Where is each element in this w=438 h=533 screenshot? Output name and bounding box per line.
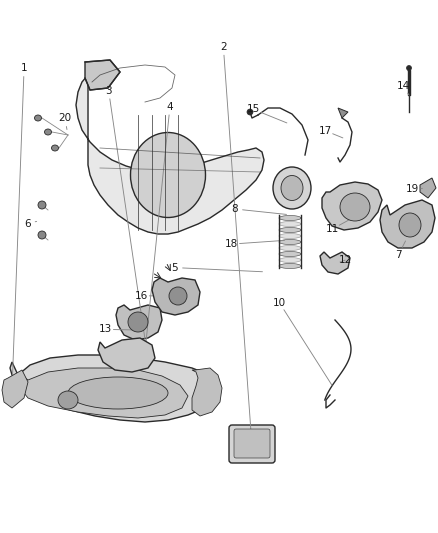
Ellipse shape [38, 231, 46, 239]
Ellipse shape [52, 145, 59, 151]
Polygon shape [192, 368, 222, 416]
Polygon shape [85, 60, 120, 90]
Text: 13: 13 [99, 325, 112, 334]
Ellipse shape [279, 228, 301, 232]
Polygon shape [116, 305, 162, 340]
Text: 3: 3 [105, 86, 112, 95]
Polygon shape [18, 368, 188, 418]
Ellipse shape [281, 175, 303, 200]
Text: 7: 7 [395, 250, 402, 260]
Text: 2: 2 [220, 42, 227, 52]
Polygon shape [98, 338, 155, 372]
Ellipse shape [169, 287, 187, 305]
Text: 10: 10 [273, 298, 286, 308]
Polygon shape [338, 108, 348, 118]
FancyBboxPatch shape [229, 425, 275, 463]
Ellipse shape [35, 115, 42, 121]
Ellipse shape [279, 257, 301, 262]
Text: 8: 8 [231, 204, 238, 214]
Polygon shape [76, 75, 264, 234]
Ellipse shape [68, 377, 168, 409]
Ellipse shape [45, 129, 52, 135]
Ellipse shape [399, 213, 421, 237]
Ellipse shape [279, 263, 301, 269]
Ellipse shape [406, 66, 411, 70]
Text: 5: 5 [171, 263, 178, 272]
Ellipse shape [128, 312, 148, 332]
Polygon shape [380, 200, 435, 248]
Text: 16: 16 [134, 291, 148, 301]
FancyBboxPatch shape [234, 429, 270, 458]
Text: 17: 17 [318, 126, 332, 135]
Text: 18: 18 [225, 239, 238, 249]
Text: 4: 4 [166, 102, 173, 111]
Ellipse shape [279, 252, 301, 256]
Text: 1: 1 [21, 63, 28, 73]
Polygon shape [320, 252, 350, 274]
Polygon shape [10, 355, 218, 422]
Ellipse shape [273, 167, 311, 209]
Polygon shape [322, 182, 382, 230]
Text: 12: 12 [339, 255, 352, 265]
Polygon shape [152, 278, 200, 315]
Ellipse shape [279, 215, 301, 221]
Text: 11: 11 [325, 224, 339, 234]
Polygon shape [2, 370, 28, 408]
Ellipse shape [247, 109, 253, 115]
Text: 20: 20 [58, 114, 71, 123]
Text: 15: 15 [247, 104, 260, 114]
Text: 19: 19 [406, 184, 419, 194]
Text: 6: 6 [24, 219, 31, 229]
Ellipse shape [279, 233, 301, 238]
Ellipse shape [340, 193, 370, 221]
Ellipse shape [58, 391, 78, 409]
Polygon shape [420, 178, 436, 198]
Ellipse shape [131, 133, 205, 217]
Ellipse shape [279, 246, 301, 251]
Text: 14: 14 [396, 82, 410, 91]
Ellipse shape [279, 239, 301, 245]
Ellipse shape [38, 201, 46, 209]
Ellipse shape [279, 222, 301, 227]
